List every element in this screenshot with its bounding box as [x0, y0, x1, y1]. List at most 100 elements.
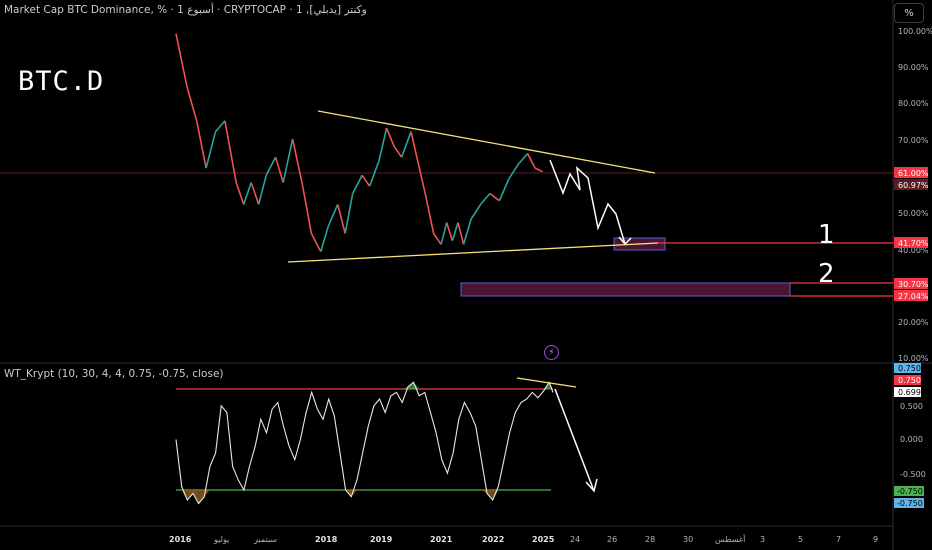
lower-trendline[interactable]: [287, 242, 659, 263]
price-segment: [432, 233, 442, 245]
symbol-title[interactable]: Market Cap BTC Dominance, % · 1 أسبوع · …: [4, 4, 367, 16]
price-segment: [385, 127, 395, 147]
wt-oversold-fill: [187, 490, 193, 501]
time-label: 7: [836, 535, 841, 544]
wt-overbought-fill: [413, 382, 420, 389]
time-label: 2022: [482, 535, 504, 544]
price-segment: [250, 182, 260, 205]
price-segment: [257, 175, 267, 205]
time-label: 3: [760, 535, 765, 544]
time-label: 2021: [430, 535, 453, 544]
badge-bg: [894, 486, 924, 496]
time-label: سبتمبر: [253, 535, 277, 544]
time-label: أغسطس: [715, 534, 745, 544]
badge-bg: [894, 498, 924, 508]
price-segment: [457, 222, 465, 245]
price-badge-61-00: 61.00%: [898, 169, 929, 178]
price-segment: [351, 174, 363, 194]
badge-bg: [894, 237, 928, 248]
time-label: 2019: [370, 535, 393, 544]
wt-trendline[interactable]: [516, 377, 577, 388]
price-tick: 100.00%: [898, 27, 932, 36]
price-segment: [265, 156, 277, 176]
wt-projection-arrow: [554, 388, 595, 492]
price-segment: [470, 203, 482, 220]
price-segment: [417, 164, 427, 198]
indicator-title[interactable]: WT_Krypt (10, 30, 4, 4, 0.75, -0.75, clo…: [4, 368, 224, 380]
time-label: 30: [683, 535, 693, 544]
price-segment: [175, 33, 189, 89]
time-label: 9: [873, 535, 878, 544]
price-tick: 20.00%: [898, 318, 929, 327]
price-segment: [310, 233, 322, 252]
badge-bg: [894, 375, 921, 385]
bolt-icon[interactable]: ⚡: [544, 345, 559, 360]
zone-label-1: 1: [818, 220, 835, 250]
wt-badge-2: 0.699: [898, 388, 921, 397]
price-segment: [195, 120, 207, 169]
price-segment: [410, 131, 420, 165]
price-segment: [526, 153, 536, 169]
price-tick: 50.00%: [898, 209, 929, 218]
price-segment: [425, 196, 435, 234]
badge-bg: [894, 179, 928, 190]
time-label: 24: [570, 535, 580, 544]
price-segment: [498, 178, 510, 202]
price-segment: [242, 182, 252, 205]
price-tick: 10.00%: [898, 354, 929, 363]
wt-tick: -0.500: [900, 470, 926, 479]
wt-oversold-fill: [481, 490, 487, 494]
price-segment: [445, 222, 454, 241]
price-segment: [186, 87, 198, 122]
price-segment: [205, 131, 217, 169]
price-segment: [344, 193, 354, 234]
price-badge-41-70: 41.70%: [898, 239, 929, 248]
time-label: 5: [798, 535, 803, 544]
wt-oversold-fill: [198, 490, 205, 504]
wt-line: [175, 381, 554, 505]
time-label: 26: [607, 535, 617, 544]
price-segment: [368, 160, 380, 187]
upper-trendline[interactable]: [317, 110, 656, 174]
time-label: يوليو: [213, 535, 229, 544]
target-box-2[interactable]: [460, 282, 791, 297]
time-label: 2018: [315, 535, 338, 544]
percent-scale-button[interactable]: %: [894, 3, 924, 23]
zone-label-2: 2: [818, 259, 835, 289]
badge-bg: [894, 278, 928, 289]
badge-bg: [894, 387, 921, 397]
chart-label: BTC.D: [18, 66, 105, 97]
time-label: 28: [645, 535, 655, 544]
wt-series: [175, 381, 554, 505]
price-segment: [301, 182, 313, 234]
price-segment: [440, 222, 448, 245]
price-segment: [462, 218, 472, 245]
price-segment: [508, 163, 519, 180]
projection-arrowhead: [618, 236, 632, 246]
price-segment: [393, 145, 403, 158]
price-series: [175, 33, 543, 252]
wt-badge-4: -0.750: [897, 499, 923, 508]
price-segment: [274, 156, 284, 183]
wt-tick: 0.500: [900, 402, 923, 411]
price-segment: [451, 222, 459, 241]
price-segment: [479, 192, 491, 205]
price-segment: [282, 138, 294, 183]
price-segment: [517, 152, 529, 165]
price-segment: [214, 120, 226, 133]
badge-bg: [894, 167, 928, 178]
price-badge-30-70: 30.70%: [898, 280, 929, 289]
price-segment: [235, 182, 245, 205]
badge-bg: [894, 290, 928, 301]
wt-tick: 0.000: [900, 435, 923, 444]
wt-oversold-fill: [181, 490, 188, 501]
price-segment: [336, 204, 346, 234]
price-tick: 90.00%: [898, 63, 929, 72]
price-segment: [534, 167, 543, 173]
price-tick: 40.00%: [898, 246, 929, 255]
price-tick: 80.00%: [898, 99, 929, 108]
wt-oversold-fill: [487, 490, 493, 501]
price-tick: 70.00%: [898, 136, 929, 145]
